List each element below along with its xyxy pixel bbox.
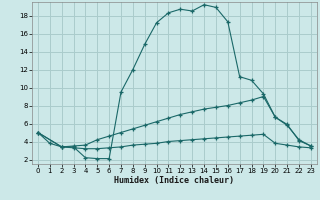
X-axis label: Humidex (Indice chaleur): Humidex (Indice chaleur)	[115, 176, 234, 185]
